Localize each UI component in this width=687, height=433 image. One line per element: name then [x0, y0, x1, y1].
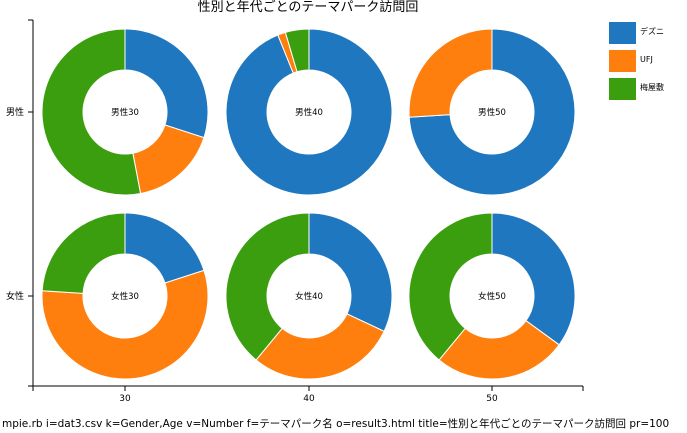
donut-center-label: 男性30	[111, 107, 139, 118]
donut-slice	[124, 212, 205, 284]
donut-slice	[408, 28, 493, 118]
donut-panel: 男性40	[225, 28, 393, 196]
donut-center-label: 女性30	[111, 291, 139, 302]
legend-swatch	[609, 50, 636, 72]
donut-slice	[408, 212, 493, 361]
x-tick-label: 30	[119, 394, 131, 404]
donut-slice	[284, 28, 310, 73]
x-tick-label: 40	[303, 394, 315, 404]
donut-slice	[41, 212, 126, 294]
command-caption: mpie.rb i=dat3.csv k=Gender,Age v=Number…	[2, 418, 670, 430]
donut-panel: 女性30	[41, 212, 209, 380]
legend-label: 梅屋敷	[640, 82, 664, 92]
donut-slice	[438, 319, 560, 380]
donut-panel: 女性40	[225, 212, 393, 380]
chart-title: 性別と年代ごとのテーマパーク訪問回	[198, 0, 419, 15]
x-tick-label: 50	[486, 394, 498, 404]
legend-swatch	[609, 22, 636, 44]
donut-slice	[408, 28, 576, 196]
donut-slice	[225, 212, 310, 361]
donut-slice	[308, 212, 393, 333]
donut-slice	[124, 28, 209, 139]
donut-slice	[132, 124, 205, 195]
donut-slice	[255, 313, 385, 380]
donut-panels: 男性30 男性40 男性50 女性30 女性40 女性50	[41, 28, 576, 380]
legend: デズニ UFJ 梅屋敷	[609, 22, 664, 100]
donut-center-label: 女性40	[295, 291, 323, 302]
donut-panel: 女性50	[408, 212, 576, 380]
donut-slice	[491, 212, 576, 346]
y-tick-label: 女性	[6, 290, 24, 302]
donut-slice	[225, 28, 393, 196]
donut-center-label: 男性40	[295, 107, 323, 118]
donut-slice	[41, 269, 209, 380]
donut-center-label: 女性50	[478, 291, 506, 302]
donut-panel: 男性50	[408, 28, 576, 196]
legend-label: UFJ	[640, 55, 653, 64]
y-tick-label: 男性	[6, 106, 24, 118]
donut-panel: 男性30	[41, 28, 209, 196]
legend-swatch	[609, 78, 636, 100]
donut-slice	[41, 28, 142, 196]
legend-label: デズニ	[640, 26, 664, 36]
donut-center-label: 男性50	[478, 107, 506, 118]
